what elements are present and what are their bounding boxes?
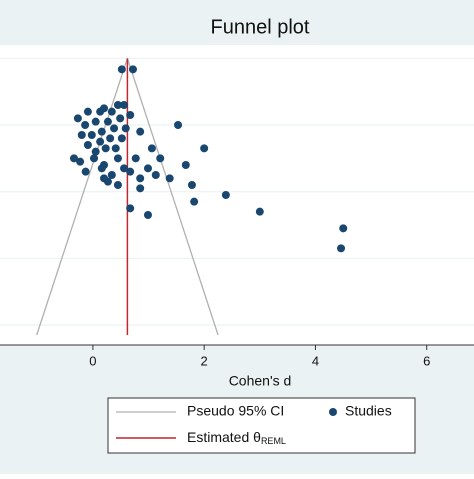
study-point	[116, 114, 125, 123]
study-point	[69, 154, 78, 163]
study-point	[97, 127, 106, 136]
study-point	[190, 197, 199, 206]
legend-label-subscript: REML	[261, 436, 286, 446]
study-point	[113, 101, 122, 109]
study-point	[136, 127, 145, 136]
legend-swatch	[329, 408, 337, 416]
study-point	[128, 65, 137, 74]
x-tick-label: 0	[89, 353, 96, 368]
ci-line	[36, 58, 129, 336]
study-point	[83, 141, 92, 149]
study-point	[83, 107, 92, 116]
x-tick-label: 4	[312, 353, 319, 368]
chart-title: Funnel plot	[211, 16, 310, 38]
study-point	[113, 154, 122, 163]
study-point	[111, 144, 120, 153]
study-point	[221, 191, 230, 199]
study-point	[91, 147, 100, 156]
study-point	[113, 181, 122, 189]
study-point	[106, 134, 115, 143]
study-point	[143, 164, 152, 173]
study-point	[121, 124, 130, 133]
study-point	[126, 167, 135, 176]
study-point	[107, 171, 116, 179]
x-tick-label: 2	[201, 353, 208, 368]
study-point	[76, 157, 85, 166]
study-point	[151, 171, 160, 179]
study-point	[131, 154, 140, 163]
x-tick-label: 6	[423, 353, 430, 368]
study-point	[117, 134, 126, 143]
study-point	[91, 117, 100, 126]
study-point	[90, 154, 99, 163]
study-point	[101, 144, 110, 153]
study-point	[107, 107, 116, 116]
study-point	[337, 244, 346, 253]
study-point	[165, 174, 174, 183]
legend-label: Pseudo 95% CI	[187, 403, 284, 419]
study-point	[136, 184, 145, 193]
study-point	[174, 121, 183, 129]
study-point	[136, 174, 145, 183]
study-point	[96, 137, 105, 146]
study-point	[181, 161, 190, 169]
study-point	[120, 101, 129, 109]
study-point	[100, 104, 109, 113]
study-point	[81, 167, 90, 176]
study-point	[339, 224, 348, 233]
study-point	[143, 211, 152, 219]
study-point	[187, 181, 196, 189]
study-point	[126, 111, 135, 119]
ci-line	[126, 58, 219, 336]
study-point	[200, 144, 209, 153]
study-point	[77, 131, 86, 139]
study-point	[255, 207, 264, 216]
study-point	[87, 131, 96, 139]
study-point	[100, 174, 109, 183]
study-point	[117, 65, 126, 74]
x-axis-label: Cohen's d	[229, 373, 292, 389]
legend	[107, 397, 416, 454]
legend-label: Studies	[345, 403, 392, 419]
study-point	[103, 117, 112, 126]
study-point	[97, 164, 106, 173]
plot-area	[0, 45, 474, 345]
legend-label-main: Estimated θ	[187, 429, 261, 445]
study-point	[120, 164, 129, 173]
legend-label: Estimated θREML	[187, 429, 286, 447]
study-point	[126, 204, 135, 213]
study-point	[156, 154, 165, 163]
study-point	[73, 114, 82, 123]
study-point	[81, 121, 90, 129]
study-point	[147, 144, 156, 153]
study-point	[110, 124, 119, 133]
